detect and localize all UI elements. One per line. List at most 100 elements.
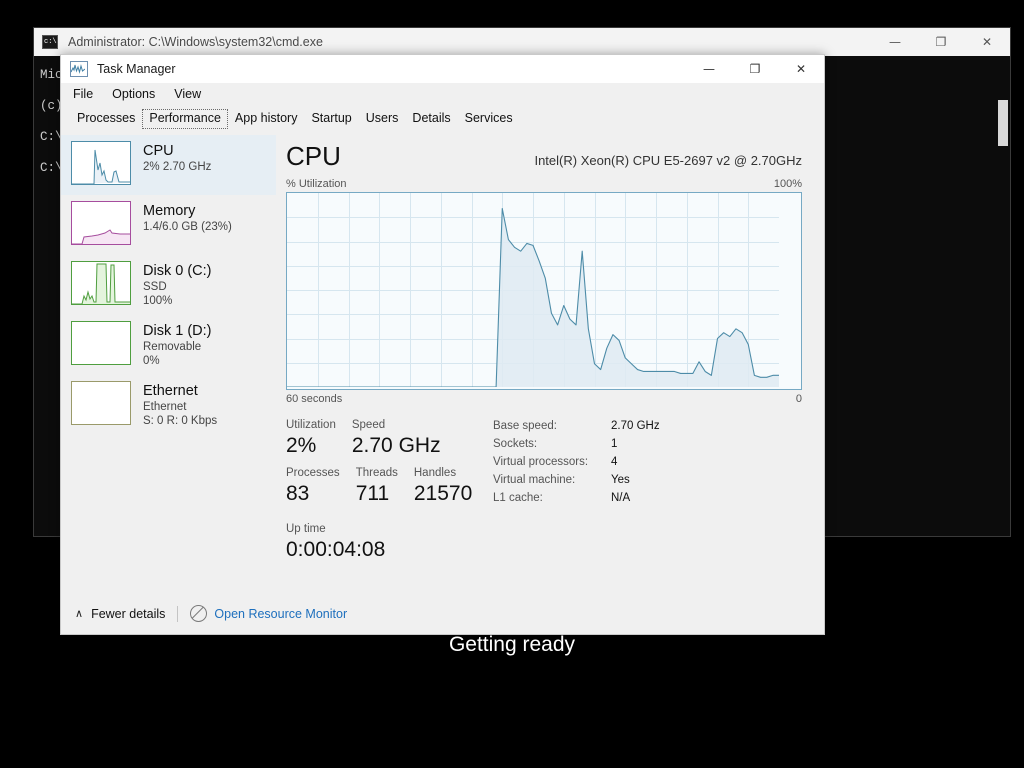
memory-thumbnail-graph — [71, 201, 131, 245]
resource-list: CPU 2% 2.70 GHz Memory 1.4/6.0 GB (23%) — [61, 129, 276, 592]
stat-processes-label: Processes — [286, 467, 340, 479]
sidebar-disk0-sub: SSD — [143, 281, 167, 293]
sidebar-item-memory[interactable]: Memory 1.4/6.0 GB (23%) — [61, 195, 276, 255]
stat-handles-label: Handles — [413, 467, 457, 479]
cpu-header: CPU Intel(R) Xeon(R) CPU E5-2697 v2 @ 2.… — [286, 141, 802, 172]
tab-app-history[interactable]: App history — [234, 111, 298, 125]
detail-virtual-processors-value: 4 — [611, 456, 618, 468]
cmd-minimize-button[interactable]: — — [889, 35, 901, 49]
menu-view[interactable]: View — [174, 87, 202, 101]
sidebar-disk1-sub2: 0% — [143, 355, 160, 367]
cpu-detail-panel: CPU Intel(R) Xeon(R) CPU E5-2697 v2 @ 2.… — [276, 129, 824, 592]
fewer-details-button[interactable]: ∧ Fewer details — [75, 607, 165, 621]
cpu-model-text: Intel(R) Xeon(R) CPU E5-2697 v2 @ 2.70GH… — [534, 153, 802, 168]
tm-maximize-button[interactable]: ❐ — [749, 62, 761, 76]
sidebar-disk1-sub: Removable — [143, 341, 202, 353]
sidebar-ethernet-sub2: S: 0 R: 0 Kbps — [143, 415, 218, 427]
sidebar-item-disk1[interactable]: Disk 1 (D:) Removable 0% — [61, 315, 276, 375]
tab-details[interactable]: Details — [412, 111, 451, 125]
sidebar-cpu-sub: 2% 2.70 GHz — [143, 161, 212, 173]
stats-row-bottom: Processes 83 Threads 711 Handles 21570 — [286, 465, 481, 507]
performance-pane: CPU 2% 2.70 GHz Memory 1.4/6.0 GB (23%) — [61, 129, 824, 592]
stat-handles-value: 21570 — [413, 482, 473, 505]
sidebar-item-cpu[interactable]: CPU 2% 2.70 GHz — [61, 135, 276, 195]
stat-utilization-value: 2% — [286, 434, 317, 457]
console-line: C:\ — [40, 130, 63, 144]
cpu-stats: Utilization 2% Speed 2.70 GHz Processes — [286, 417, 802, 507]
chevron-up-icon: ∧ — [75, 608, 84, 620]
stat-utilization: Utilization 2% — [286, 417, 336, 459]
stat-processes: Processes 83 — [286, 465, 340, 507]
graph-y-axis-label: % Utilization — [286, 178, 347, 190]
cpu-details-list: Base speed: 2.70 GHz Sockets: 1 Virtual … — [481, 417, 802, 507]
sidebar-memory-sub: 1.4/6.0 GB (23%) — [143, 221, 232, 233]
task-manager-title-text: Task Manager — [97, 62, 176, 76]
detail-sockets-key: Sockets: — [493, 438, 538, 450]
cmd-maximize-button[interactable]: ❐ — [935, 35, 947, 49]
cmd-close-button[interactable]: ✕ — [981, 35, 993, 49]
cpu-utilization-graph[interactable] — [286, 192, 802, 390]
task-manager-window-controls: — ❐ ✕ — [686, 55, 824, 83]
disk1-thumbnail-graph — [71, 321, 131, 365]
detail-base-speed-key: Base speed: — [493, 420, 557, 432]
sidebar-cpu-title: CPU — [143, 143, 174, 159]
stat-speed-value: 2.70 GHz — [351, 434, 441, 457]
stat-threads-value: 711 — [355, 482, 390, 505]
sidebar-disk0-sub2: 100% — [143, 295, 173, 307]
detail-sockets-value: 1 — [611, 438, 618, 450]
detail-l1-cache: L1 cache: N/A — [493, 489, 802, 507]
cmd-titlebar[interactable]: c:\ Administrator: C:\Windows\system32\c… — [34, 28, 1010, 56]
detail-l1-cache-value: N/A — [611, 492, 631, 504]
stat-processes-value: 83 — [286, 482, 310, 505]
sidebar-ethernet-text: Ethernet Ethernet S: 0 R: 0 Kbps — [143, 381, 217, 428]
graph-y-max-label: 100% — [773, 178, 802, 190]
stat-uptime: Up time 0:00:04:08 — [286, 521, 802, 563]
tab-performance[interactable]: Performance — [142, 109, 228, 129]
tab-processes[interactable]: Processes — [77, 111, 136, 125]
task-manager-window[interactable]: Task Manager — ❐ ✕ File Options View Pro… — [60, 54, 825, 635]
page-title: CPU — [286, 141, 341, 171]
detail-virtual-machine: Virtual machine: Yes — [493, 471, 802, 489]
cmd-window-controls: — ❐ ✕ — [872, 28, 1010, 56]
sidebar-disk0-title: Disk 0 (C:) — [143, 263, 212, 279]
tab-services[interactable]: Services — [464, 111, 513, 125]
stat-uptime-label: Up time — [286, 523, 326, 535]
stat-speed: Speed 2.70 GHz — [352, 417, 441, 459]
detail-virtual-machine-key: Virtual machine: — [493, 474, 576, 486]
task-manager-titlebar[interactable]: Task Manager — ❐ ✕ — [61, 55, 824, 83]
menu-options[interactable]: Options — [112, 87, 156, 101]
fewer-details-label: Fewer details — [91, 606, 166, 621]
task-manager-footer: ∧ Fewer details Open Resource Monitor — [61, 592, 824, 634]
cpu-stats-left: Utilization 2% Speed 2.70 GHz Processes — [286, 417, 481, 507]
console-icon: c:\ — [42, 35, 58, 49]
sidebar-cpu-text: CPU 2% 2.70 GHz — [143, 141, 211, 174]
console-scrollbar-thumb[interactable] — [998, 100, 1008, 146]
sidebar-memory-text: Memory 1.4/6.0 GB (23%) — [143, 201, 232, 234]
tab-startup[interactable]: Startup — [311, 111, 352, 125]
detail-base-speed-value: 2.70 GHz — [611, 420, 660, 432]
resource-monitor-icon — [190, 605, 208, 622]
open-resource-monitor-label: Open Resource Monitor — [214, 606, 348, 621]
sidebar-item-disk0[interactable]: Disk 0 (C:) SSD 100% — [61, 255, 276, 315]
sidebar-disk1-title: Disk 1 (D:) — [143, 323, 212, 339]
console-line: (c) — [40, 99, 63, 113]
sidebar-ethernet-sub: Ethernet — [143, 401, 187, 413]
graph-x-end-label: 0 — [795, 393, 802, 405]
stat-threads-label: Threads — [355, 467, 398, 479]
menu-file[interactable]: File — [73, 87, 94, 101]
disk0-thumbnail-graph — [71, 261, 131, 305]
detail-virtual-processors-key: Virtual processors: — [493, 456, 589, 468]
tab-users[interactable]: Users — [365, 111, 399, 125]
stat-utilization-label: Utilization — [286, 419, 336, 431]
sidebar-disk0-text: Disk 0 (C:) SSD 100% — [143, 261, 211, 308]
tm-minimize-button[interactable]: — — [703, 62, 715, 76]
detail-sockets: Sockets: 1 — [493, 435, 802, 453]
open-resource-monitor-link[interactable]: Open Resource Monitor — [190, 605, 347, 622]
console-scrollbar[interactable] — [996, 56, 1010, 536]
sidebar-item-ethernet[interactable]: Ethernet Ethernet S: 0 R: 0 Kbps — [61, 375, 276, 435]
tm-close-button[interactable]: ✕ — [795, 62, 807, 76]
stat-uptime-value: 0:00:04:08 — [286, 538, 386, 561]
graph-top-labels: % Utilization 100% — [286, 178, 802, 190]
stat-threads: Threads 711 — [356, 465, 398, 507]
